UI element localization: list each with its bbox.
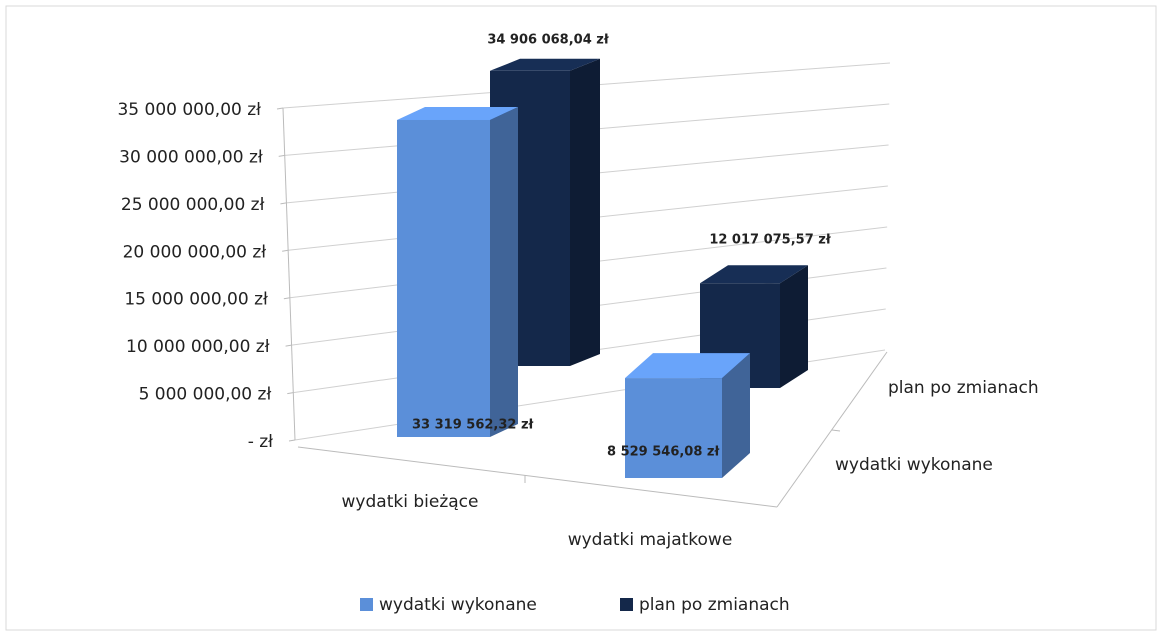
depth-tick-label: plan po zmianach (888, 378, 1039, 398)
y-tick (280, 202, 287, 205)
bar-side (780, 265, 808, 388)
x-tick-label: wydatki majatkowe (568, 530, 733, 550)
y-axis (282, 107, 296, 441)
legend-label: plan po zmianach (639, 595, 790, 615)
y-tick-label: 10 000 000,00 zł (126, 337, 270, 357)
depth-axis (776, 351, 888, 508)
y-tick (285, 344, 292, 347)
x-tick-label: wydatki bieżące (342, 492, 479, 512)
x-axis (297, 446, 778, 508)
y-tick-label: 15 000 000,00 zł (124, 290, 268, 310)
y-tick (278, 154, 285, 157)
y-tick-label: 30 000 000,00 zł (119, 147, 263, 167)
y-tick (283, 297, 290, 300)
bar-top (490, 58, 600, 71)
value-label: 33 319 562,32 zł (412, 418, 535, 433)
y-tick (287, 392, 294, 395)
bar-top (397, 106, 518, 120)
value-label: 12 017 075,57 zł (709, 233, 832, 248)
y-tick-label: 35 000 000,00 zł (117, 100, 261, 120)
bar-side (570, 58, 600, 366)
bar-side (722, 353, 750, 478)
legend-swatch (360, 598, 373, 611)
value-label: 8 529 546,08 zł (607, 445, 720, 460)
bar-front (397, 119, 490, 438)
y-tick-label: - zł (248, 432, 273, 452)
bar (625, 353, 750, 478)
bar (397, 106, 518, 438)
legend-swatch (620, 598, 633, 611)
y-tick (288, 439, 296, 442)
depth-tick-label: wydatki wykonane (835, 455, 993, 475)
bar-top (700, 265, 808, 284)
depth-tick (831, 429, 841, 432)
y-tick (282, 249, 289, 252)
y-tick-label: 25 000 000,00 zł (121, 195, 265, 215)
y-tick (276, 107, 284, 110)
bar-front (625, 378, 722, 478)
value-label: 34 906 068,04 zł (487, 33, 610, 48)
legend-label: wydatki wykonane (379, 595, 537, 615)
bar (490, 58, 600, 366)
bar-top (625, 353, 750, 379)
y-tick-label: 20 000 000,00 zł (123, 242, 267, 262)
y-tick-label: 5 000 000,00 zł (139, 385, 272, 405)
bar-side (490, 106, 518, 438)
